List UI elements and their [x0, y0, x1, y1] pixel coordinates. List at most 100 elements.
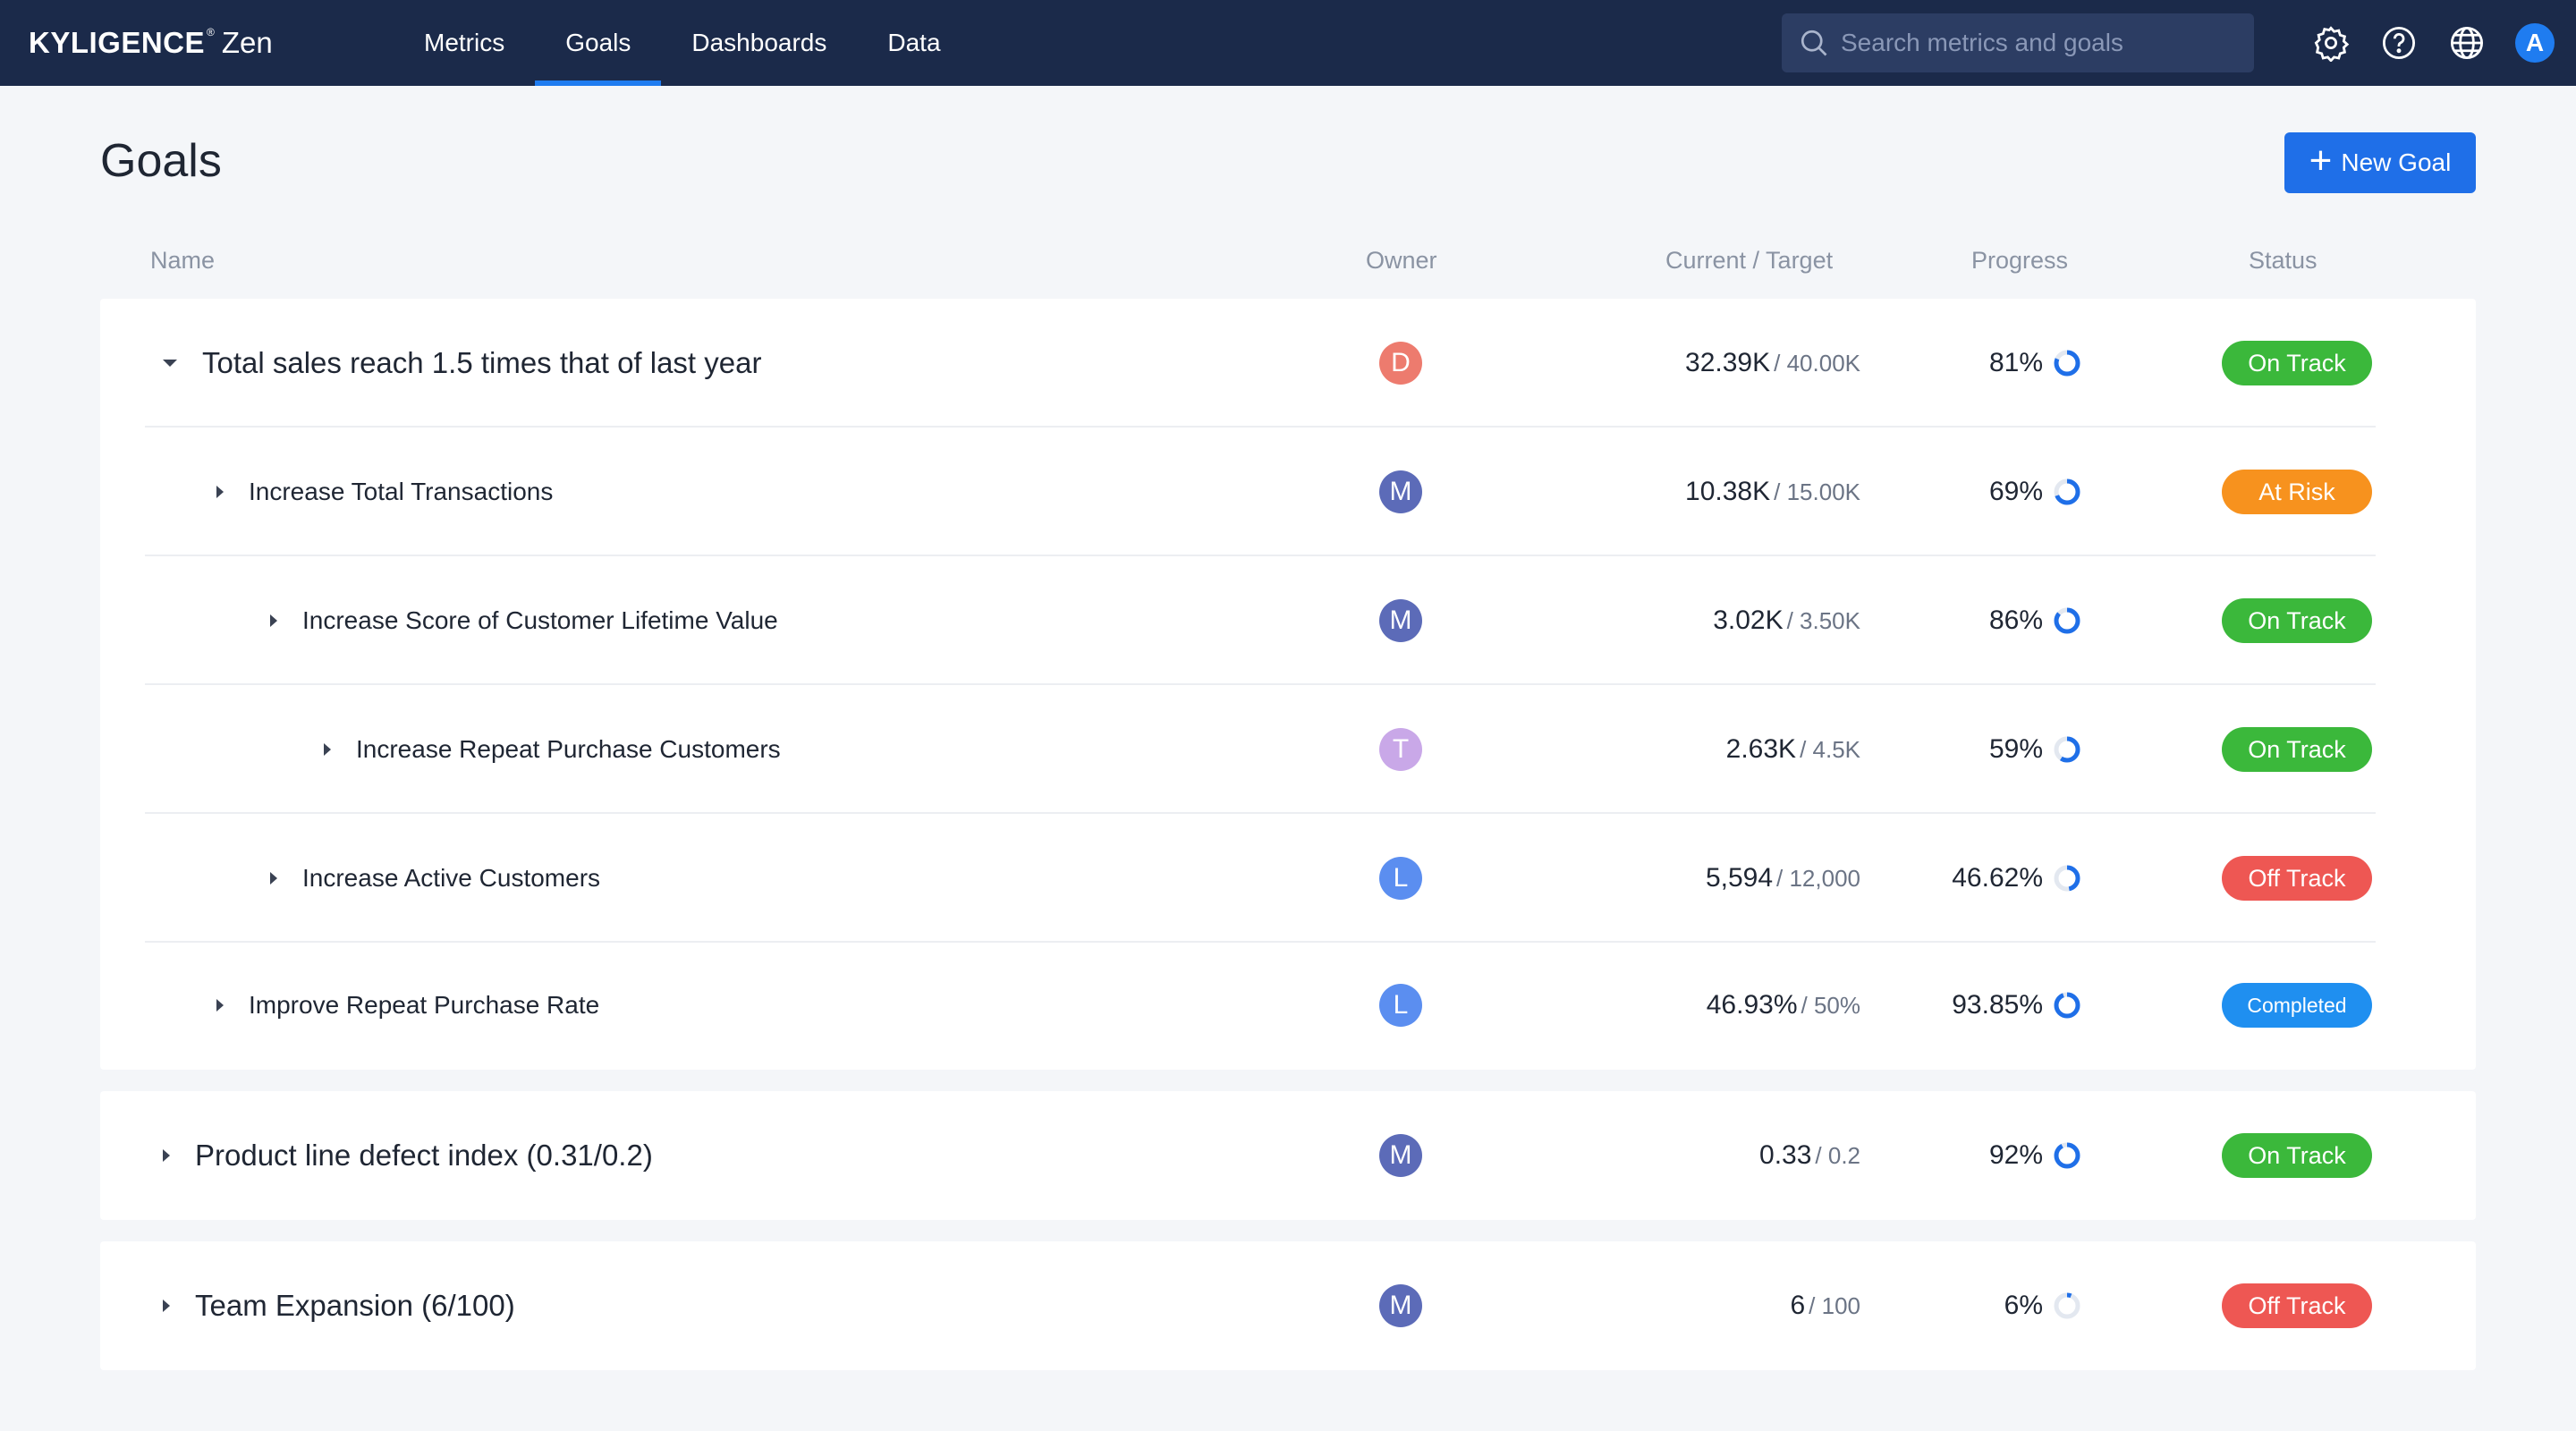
- help-button[interactable]: [2377, 21, 2420, 64]
- goal-row[interactable]: Total sales reach 1.5 times that of last…: [100, 299, 2476, 428]
- current-target-cell: 3.02K/ 3.50K: [1713, 556, 1860, 685]
- current-value: 0.33: [1759, 1140, 1812, 1170]
- progress-percent: 86%: [1988, 605, 2043, 635]
- col-header-progress: Progress: [1971, 247, 2069, 274]
- goal-name[interactable]: Improve Repeat Purchase Rate: [249, 991, 600, 1019]
- col-header-owner: Owner: [1366, 247, 1437, 274]
- top-navbar: KYLIGENCE ® Zen Metrics Goals Dashboards D…: [0, 0, 2576, 86]
- caret-right-icon[interactable]: [216, 486, 224, 498]
- current-target-cell: 5,594/ 12,000: [1706, 814, 1860, 943]
- goal-name[interactable]: Increase Active Customers: [302, 864, 601, 892]
- new-goal-label: New Goal: [2341, 148, 2452, 176]
- gear-icon: [2314, 26, 2350, 62]
- current-value: 3.02K: [1713, 605, 1784, 635]
- search-input[interactable]: [1841, 29, 2234, 57]
- owner-avatar: M: [1379, 599, 1422, 642]
- target-value: / 40.00K: [1774, 349, 1860, 377]
- goal-name[interactable]: Increase Repeat Purchase Customers: [356, 735, 781, 763]
- search-box[interactable]: [1782, 13, 2254, 72]
- goal-name[interactable]: Team Expansion (6/100): [195, 1289, 515, 1322]
- goal-name-cell[interactable]: Increase Repeat Purchase Customers: [324, 685, 781, 814]
- search-icon: [1801, 30, 1827, 56]
- progress-cell: 81%: [1989, 299, 2082, 428]
- page-title: Goals: [100, 135, 222, 187]
- target-value: / 4.5K: [1800, 735, 1860, 763]
- progress-percent: 59%: [1988, 734, 2043, 764]
- progress-ring-icon: [2054, 865, 2080, 892]
- progress-cell: 6%: [2004, 1241, 2082, 1370]
- goal-name[interactable]: Increase Score of Customer Lifetime Valu…: [302, 606, 778, 634]
- current-value: 5,594: [1705, 863, 1774, 893]
- caret-down-icon[interactable]: [163, 360, 177, 367]
- progress-percent: 92%: [1988, 1140, 2043, 1170]
- target-value: / 0.2: [1815, 1141, 1860, 1169]
- caret-right-icon[interactable]: [163, 1300, 170, 1312]
- status-badge: Completed: [2222, 983, 2372, 1028]
- plus-icon: +: [2309, 139, 2333, 182]
- goal-row[interactable]: Team Expansion (6/100) M 6/ 100 6% Off Track: [100, 1241, 2476, 1370]
- goal-name-cell[interactable]: Total sales reach 1.5 times that of last…: [163, 299, 761, 428]
- owner-avatar: L: [1379, 984, 1422, 1027]
- goal-name-cell[interactable]: Increase Total Transactions: [216, 428, 553, 556]
- goal-row[interactable]: Product line defect index (0.31/0.2) M 0.3…: [100, 1091, 2476, 1220]
- progress-ring-icon: [2054, 1142, 2080, 1169]
- new-goal-button[interactable]: + New Goal: [2284, 132, 2476, 193]
- caret-right-icon[interactable]: [163, 1149, 170, 1162]
- settings-button[interactable]: [2309, 21, 2352, 64]
- goal-name[interactable]: Increase Total Transactions: [249, 478, 554, 505]
- target-value: / 50%: [1801, 991, 1861, 1019]
- goal-row[interactable]: Increase Score of Customer Lifetime Valu…: [100, 556, 2476, 685]
- app-logo[interactable]: KYLIGENCE ® Zen: [29, 0, 273, 86]
- goal-name-cell[interactable]: Improve Repeat Purchase Rate: [216, 941, 599, 1070]
- progress-cell: 93.85%: [1952, 941, 2082, 1070]
- caret-right-icon[interactable]: [270, 872, 277, 885]
- progress-cell: 86%: [1989, 556, 2082, 685]
- language-button[interactable]: [2445, 21, 2488, 64]
- current-value: 2.63K: [1725, 734, 1797, 764]
- nav-goals[interactable]: Goals: [535, 0, 662, 86]
- status-badge: On Track: [2222, 727, 2372, 772]
- owner-avatar: M: [1379, 470, 1422, 513]
- goal-name[interactable]: Total sales reach 1.5 times that of last…: [202, 346, 762, 379]
- target-value: / 3.50K: [1786, 606, 1860, 634]
- nav-metrics[interactable]: Metrics: [424, 29, 505, 56]
- nav-dashboards[interactable]: Dashboards: [691, 29, 827, 56]
- owner-avatar: M: [1379, 1284, 1422, 1327]
- globe-icon: [2450, 26, 2484, 60]
- row-divider: [145, 941, 2376, 943]
- current-target-cell: 10.38K/ 15.00K: [1685, 428, 1860, 556]
- current-target-cell: 0.33/ 0.2: [1759, 1091, 1860, 1220]
- progress-cell: 59%: [1989, 685, 2082, 814]
- goal-row[interactable]: Improve Repeat Purchase Rate L 46.93%/ 50%…: [100, 941, 2476, 1070]
- goal-name[interactable]: Product line defect index (0.31/0.2): [195, 1139, 653, 1172]
- status-badge: Off Track: [2222, 1283, 2372, 1328]
- owner-avatar: L: [1379, 857, 1422, 900]
- owner-avatar: D: [1379, 342, 1422, 385]
- nav-data[interactable]: Data: [887, 29, 941, 56]
- goal-name-cell[interactable]: Product line defect index (0.31/0.2): [163, 1091, 653, 1220]
- goal-name-cell[interactable]: Team Expansion (6/100): [163, 1241, 515, 1370]
- goal-row[interactable]: Increase Active Customers L 5,594/ 12,000 4…: [100, 814, 2476, 943]
- user-avatar: A: [2515, 23, 2555, 63]
- progress-percent: 93.85%: [1952, 990, 2043, 1020]
- current-value: 6: [1790, 1291, 1806, 1320]
- caret-right-icon[interactable]: [270, 614, 277, 627]
- current-target-cell: 2.63K/ 4.5K: [1726, 685, 1860, 814]
- progress-percent: 69%: [1988, 477, 2043, 506]
- row-divider: [145, 426, 2376, 428]
- caret-right-icon[interactable]: [216, 999, 224, 1012]
- goal-name-cell[interactable]: Increase Score of Customer Lifetime Valu…: [270, 556, 778, 685]
- goal-name-cell[interactable]: Increase Active Customers: [270, 814, 600, 943]
- goal-row[interactable]: Increase Total Transactions M 10.38K/ 15.0…: [100, 428, 2476, 556]
- target-value: / 15.00K: [1774, 478, 1860, 505]
- logo-brand: KYLIGENCE: [29, 26, 206, 59]
- goal-row[interactable]: Increase Repeat Purchase Customers T 2.63K…: [100, 685, 2476, 814]
- status-badge: On Track: [2222, 1133, 2372, 1178]
- progress-ring-icon: [2054, 478, 2080, 505]
- caret-right-icon[interactable]: [324, 743, 331, 756]
- target-value: / 100: [1809, 1291, 1860, 1319]
- target-value: / 12,000: [1776, 864, 1860, 892]
- progress-percent: 46.62%: [1952, 863, 2043, 893]
- current-target-cell: 46.93%/ 50%: [1707, 941, 1860, 1070]
- user-menu[interactable]: A: [2513, 21, 2556, 64]
